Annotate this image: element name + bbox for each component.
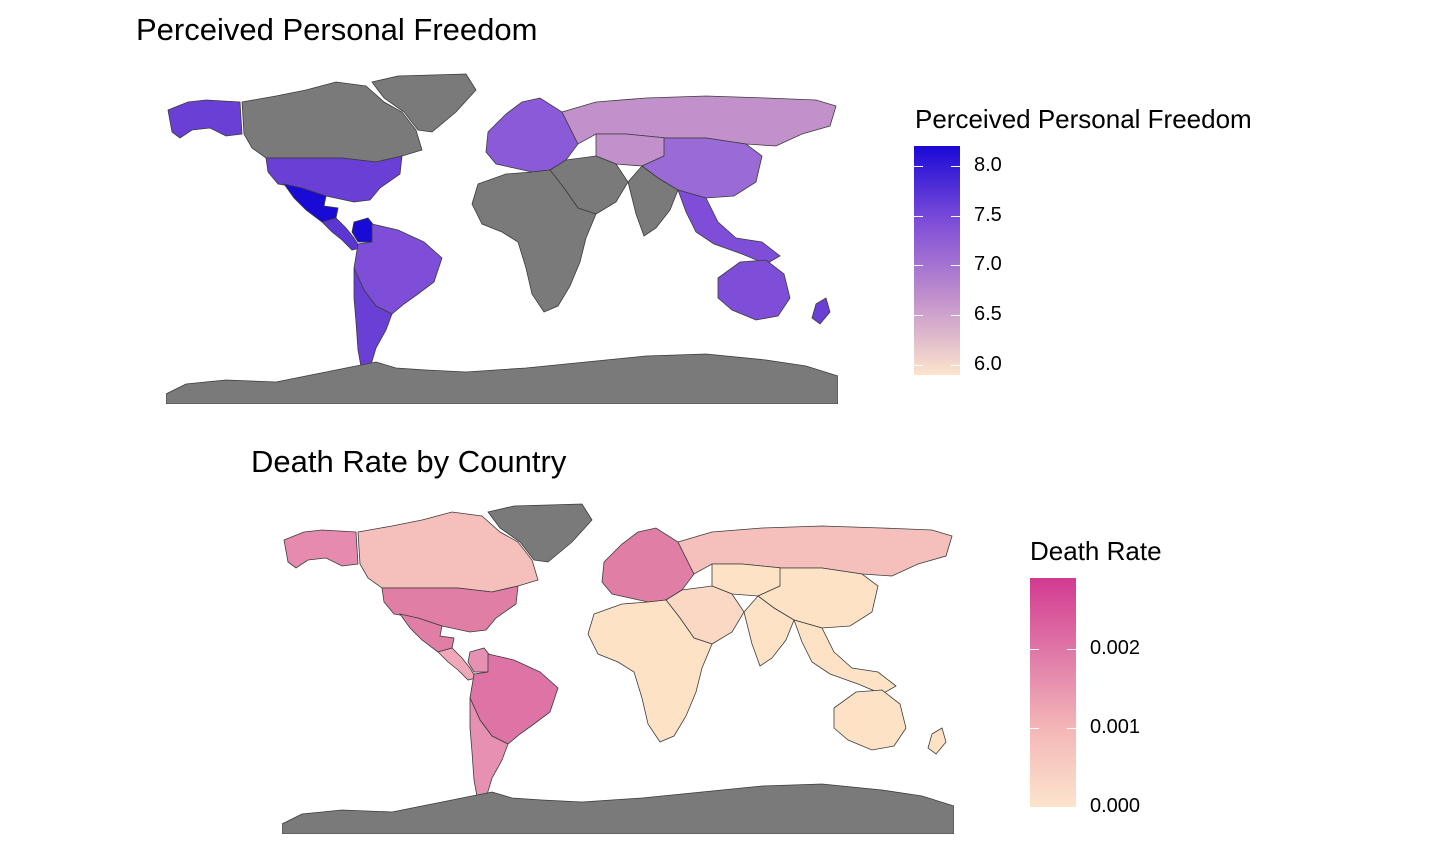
map2-region-south-america-north xyxy=(469,653,559,745)
map1-region-new-zealand xyxy=(811,297,831,325)
map1-legend-title: Perceived Personal Freedom xyxy=(915,104,1252,134)
map1-region-south-america-north xyxy=(353,223,443,315)
map2-region-new-zealand xyxy=(927,727,947,755)
map2-region-north-america-usa xyxy=(381,585,519,633)
map1-world-map xyxy=(166,73,838,404)
map1-legend-tick-mark xyxy=(914,165,923,167)
map1-region-africa xyxy=(471,169,597,313)
map2-region-south-america-south xyxy=(469,697,509,803)
map2-legend-tick-mark xyxy=(1067,728,1076,730)
map1-legend-tick-mark xyxy=(951,215,960,217)
map1-region-canada xyxy=(241,81,423,163)
map2-legend-tick-mark xyxy=(1030,807,1039,808)
map1-legend-tick-mark xyxy=(951,265,960,267)
map2-region-australia xyxy=(833,689,907,751)
map2-world-map xyxy=(282,503,954,834)
map2-region-southeast-asia xyxy=(793,619,897,695)
map1-legend-tick-mark xyxy=(914,265,923,267)
map1-legend-tick-label: 7.0 xyxy=(974,253,1002,276)
map2-title: Death Rate by Country xyxy=(251,444,567,479)
map1-legend-tick-mark xyxy=(914,215,923,217)
map1-region-greenland xyxy=(371,73,477,133)
map2-region-india xyxy=(743,595,795,667)
map2-legend-tick-mark xyxy=(1030,649,1039,651)
map1-region-southeast-asia xyxy=(677,189,781,265)
map2-region-europe xyxy=(601,527,695,603)
map2-region-mexico xyxy=(399,613,455,653)
map2-legend-tick-label: 0.000 xyxy=(1090,795,1141,817)
map1-region-china xyxy=(641,137,763,199)
map2-legend-tick-mark xyxy=(1030,728,1039,730)
map2-legend-tick-mark xyxy=(1067,807,1076,808)
map1-region-alaska xyxy=(167,99,243,139)
map1-legend-tick-label: 7.5 xyxy=(974,203,1002,226)
map1-legend-tick-mark xyxy=(951,315,960,317)
map2-region-canada xyxy=(357,511,539,593)
map1-region-mexico xyxy=(283,183,339,223)
map1-legend-tick-mark xyxy=(951,165,960,167)
map2-region-alaska xyxy=(283,529,359,569)
map1-title: Perceived Personal Freedom xyxy=(136,12,538,47)
map2-region-russia xyxy=(677,525,953,577)
map2-region-antarctica xyxy=(282,783,954,834)
map1-legend-tick-label: 8.0 xyxy=(974,153,1002,176)
map2-colorbar xyxy=(1030,578,1076,807)
map1-legend-tick-mark xyxy=(914,365,923,367)
map1-region-europe xyxy=(485,97,579,173)
map1-colorbar xyxy=(914,146,960,375)
map2-legend-tick-label: 0.001 xyxy=(1090,716,1141,739)
map1-legend-tick-label: 6.5 xyxy=(974,303,1002,326)
map1-region-north-america-usa xyxy=(265,155,403,203)
map2-legend-title: Death Rate xyxy=(1030,536,1162,566)
map1-region-south-america-south xyxy=(353,267,393,373)
map2-legend-tick-label: 0.002 xyxy=(1090,637,1141,660)
map1-region-antarctica xyxy=(166,353,838,404)
map2-region-china xyxy=(757,567,879,629)
map1-region-india xyxy=(627,165,679,237)
map2-region-greenland xyxy=(487,503,593,563)
map1-legend-tick-label: 6.0 xyxy=(974,353,1002,376)
map1-legend-tick-mark xyxy=(951,365,960,367)
map1-legend-tick-mark xyxy=(914,315,923,317)
map1-region-australia xyxy=(717,259,791,321)
map1-region-russia xyxy=(561,95,837,147)
map2-region-africa xyxy=(587,599,713,743)
map2-legend-tick-mark xyxy=(1067,649,1076,651)
